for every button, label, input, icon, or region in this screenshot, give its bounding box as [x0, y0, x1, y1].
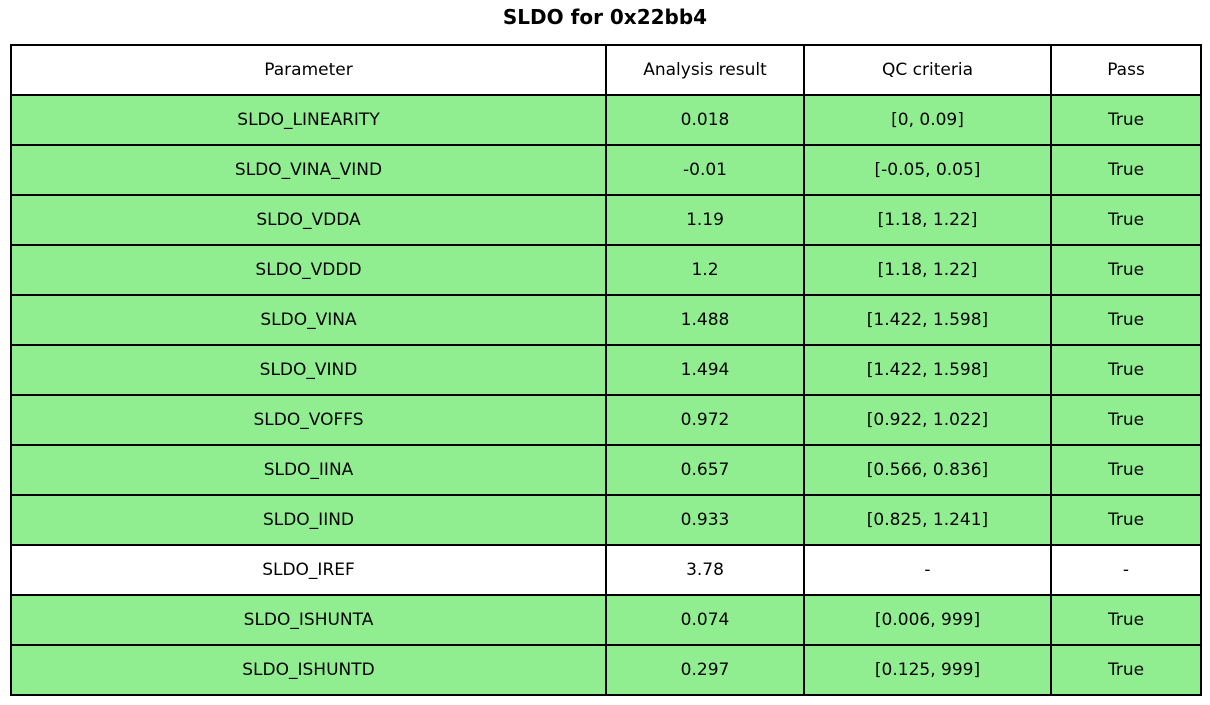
qc-criteria-cell: [0.922, 1.022]	[803, 394, 1052, 446]
pass-cell: True	[1050, 294, 1202, 346]
qc-criteria-cell: [1.18, 1.22]	[803, 194, 1052, 246]
qc-criteria-cell: [1.422, 1.598]	[803, 344, 1052, 396]
qc-criteria-cell: [0.566, 0.836]	[803, 444, 1052, 496]
analysis-result-cell: 1.488	[605, 294, 805, 346]
table-row: SLDO_VDDA 1.19 [1.18, 1.22] True	[10, 194, 1202, 246]
parameter-cell: SLDO_VINA	[10, 294, 607, 346]
table-row: SLDO_VINA_VIND -0.01 [-0.05, 0.05] True	[10, 144, 1202, 196]
column-header-parameter: Parameter	[10, 44, 607, 96]
header-row: Parameter Analysis result QC criteria Pa…	[10, 44, 1202, 96]
parameter-cell: SLDO_VDDD	[10, 244, 607, 296]
table-row: SLDO_VIND 1.494 [1.422, 1.598] True	[10, 344, 1202, 396]
pass-cell: True	[1050, 444, 1202, 496]
analysis-result-cell: 0.657	[605, 444, 805, 496]
parameter-cell: SLDO_IIND	[10, 494, 607, 546]
pass-cell: True	[1050, 594, 1202, 646]
pass-cell: -	[1050, 544, 1202, 596]
table-row: SLDO_ISHUNTA 0.074 [0.006, 999] True	[10, 594, 1202, 646]
table-row: SLDO_VOFFS 0.972 [0.922, 1.022] True	[10, 394, 1202, 446]
analysis-result-cell: 1.19	[605, 194, 805, 246]
parameter-cell: SLDO_IREF	[10, 544, 607, 596]
pass-cell: True	[1050, 344, 1202, 396]
parameter-cell: SLDO_ISHUNTA	[10, 594, 607, 646]
table-row: SLDO_VINA 1.488 [1.422, 1.598] True	[10, 294, 1202, 346]
table-row: SLDO_IREF 3.78- -	[10, 544, 1202, 596]
table-row: SLDO_IINA 0.657 [0.566, 0.836] True	[10, 444, 1202, 496]
pass-cell: True	[1050, 644, 1202, 696]
parameter-cell: SLDO_ISHUNTD	[10, 644, 607, 696]
figure-title: SLDO for 0x22bb4	[502, 5, 708, 29]
analysis-result-cell: 0.933	[605, 494, 805, 546]
table-header: Parameter Analysis result QC criteria Pa…	[10, 44, 1202, 96]
qc-results-table: Parameter Analysis result QC criteria Pa…	[10, 44, 1202, 696]
pass-cell: True	[1050, 94, 1202, 146]
table-row: SLDO_VDDD 1.2 [1.18, 1.22] True	[10, 244, 1202, 296]
analysis-result-cell: 3.78	[605, 544, 805, 596]
parameter-cell: SLDO_VINA_VIND	[10, 144, 607, 196]
table-row: SLDO_ISHUNTD 0.297 [0.125, 999] True	[10, 644, 1202, 696]
qc-criteria-cell: [1.422, 1.598]	[803, 294, 1052, 346]
pass-cell: True	[1050, 494, 1202, 546]
analysis-result-cell: 1.2	[605, 244, 805, 296]
qc-criteria-cell: [0.825, 1.241]	[803, 494, 1052, 546]
parameter-cell: SLDO_VIND	[10, 344, 607, 396]
column-header-pass: Pass	[1050, 44, 1202, 96]
pass-cell: True	[1050, 394, 1202, 446]
parameter-cell: SLDO_VDDA	[10, 194, 607, 246]
table-row: SLDO_LINEARITY 0.018 [0, 0.09] True	[10, 94, 1202, 146]
column-header-analysis-result: Analysis result	[605, 44, 805, 96]
analysis-result-cell: -0.01	[605, 144, 805, 196]
analysis-result-cell: 0.074	[605, 594, 805, 646]
pass-cell: True	[1050, 244, 1202, 296]
qc-criteria-cell: [1.18, 1.22]	[803, 244, 1052, 296]
parameter-cell: SLDO_LINEARITY	[10, 94, 607, 146]
qc-criteria-cell: -	[803, 544, 1052, 596]
column-header-qc-criteria: QC criteria	[803, 44, 1052, 96]
qc-criteria-cell: [0.125, 999]	[803, 644, 1052, 696]
table-row: SLDO_IIND 0.933 [0.825, 1.241] True	[10, 494, 1202, 546]
analysis-result-cell: 0.297	[605, 644, 805, 696]
pass-cell: True	[1050, 144, 1202, 196]
table-body: SLDO_LINEARITY 0.018 [0, 0.09] True SLDO_VIN…	[10, 94, 1202, 696]
pass-cell: True	[1050, 194, 1202, 246]
analysis-result-cell: 1.494	[605, 344, 805, 396]
analysis-result-cell: 0.018	[605, 94, 805, 146]
qc-criteria-cell: [0, 0.09]	[803, 94, 1052, 146]
analysis-result-cell: 0.972	[605, 394, 805, 446]
qc-criteria-cell: [0.006, 999]	[803, 594, 1052, 646]
qc-criteria-cell: [-0.05, 0.05]	[803, 144, 1052, 196]
parameter-cell: SLDO_IINA	[10, 444, 607, 496]
parameter-cell: SLDO_VOFFS	[10, 394, 607, 446]
